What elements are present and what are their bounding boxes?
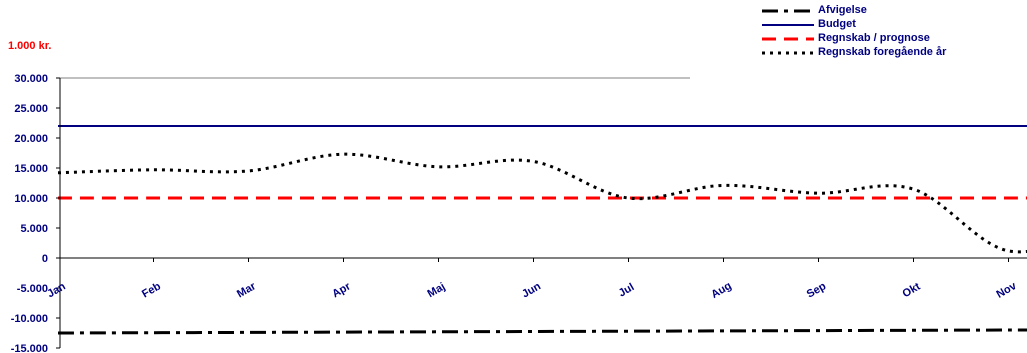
x-tick-label: Nov: [995, 280, 1020, 301]
y-tick-label: -15.000: [11, 343, 48, 353]
x-tick-label: Maj: [426, 281, 448, 301]
x-tick-label: Mar: [235, 280, 259, 301]
legend-swatch: [762, 51, 814, 55]
axis-layer: [56, 77, 1027, 349]
legend-label: Regnskab foregående år: [818, 46, 947, 58]
legend-swatch: [762, 9, 814, 13]
y-tick-label: 30.000: [14, 73, 48, 85]
y-tick-label: 25.000: [14, 103, 48, 115]
legend-label: Regnskab / prognose: [818, 32, 930, 44]
legend-label: Afvigelse: [818, 4, 867, 16]
series-line-afvigelse: [57, 328, 1027, 335]
y-tick-label: 5.000: [20, 223, 48, 235]
x-tick-label: Jan: [45, 280, 68, 300]
y-tick-label: -5.000: [17, 283, 48, 295]
legend-swatch: [762, 24, 814, 26]
x-tick-label: Okt: [901, 280, 923, 300]
y-tick-label: 10.000: [14, 193, 48, 205]
series-layer: [57, 124, 1027, 335]
y-tick-label: -10.000: [11, 313, 48, 325]
y-tick-labels: 30.000 25.000 20.000 15.000 10.000 5.000 0 -5.0…: [11, 73, 48, 353]
x-tick-label: Aug: [709, 280, 734, 301]
legend-label: Budget: [818, 18, 856, 30]
series-line-regnskab-foreg-ende-r: [57, 152, 1027, 254]
x-tick-label: Sep: [805, 280, 829, 301]
y-tick-label: 0: [42, 253, 48, 265]
x-tick-label: Jun: [520, 280, 543, 300]
x-tick-label: Jul: [617, 281, 637, 299]
x-tick-label: Apr: [330, 280, 353, 300]
legend-swatch: [762, 37, 814, 41]
x-tick-labels: Jan Feb Mar Apr Maj Jun Jul Aug Sep Okt Nov: [45, 280, 1019, 301]
x-tick-label: Feb: [140, 280, 163, 300]
y-axis-unit-label: 1.000 kr.: [8, 40, 52, 52]
y-tick-label: 20.000: [14, 133, 48, 145]
y-tick-label: 15.000: [14, 163, 48, 175]
